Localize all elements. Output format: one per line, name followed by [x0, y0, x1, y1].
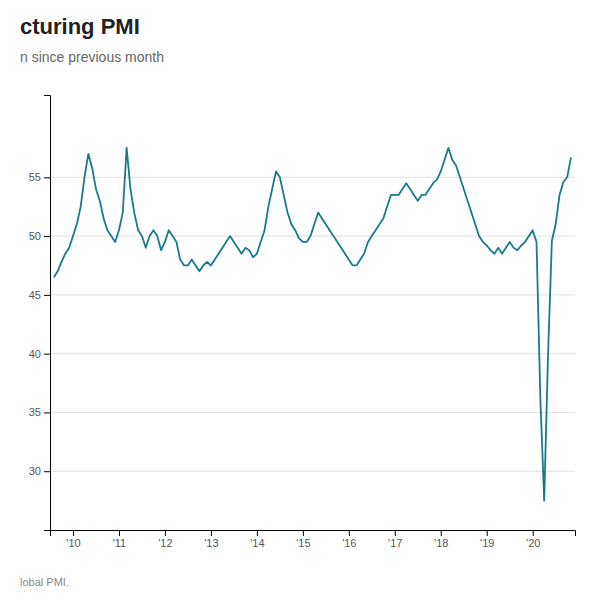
- grid: [50, 177, 575, 471]
- tick: 35: [29, 406, 50, 418]
- tick-label: 55: [29, 171, 41, 183]
- tick-mark: [44, 295, 50, 296]
- chart: cturing PMI n since previous month lobal P…: [0, 0, 600, 600]
- tick: '11: [113, 530, 127, 549]
- tick-label: 35: [29, 406, 41, 418]
- subtitle: n since previous month: [20, 49, 164, 65]
- tick-label: 40: [29, 348, 41, 360]
- tick-mark: [533, 530, 534, 536]
- tick-mark: [44, 177, 50, 178]
- tick-mark: [44, 354, 50, 355]
- tick: 55: [29, 171, 50, 183]
- tick-mark: [349, 530, 350, 536]
- tick: '13: [204, 530, 218, 549]
- tick: '14: [250, 530, 264, 549]
- tick-label: '20: [526, 537, 540, 549]
- tick-label: '11: [113, 537, 127, 549]
- tick: 40: [29, 348, 50, 360]
- tick-mark: [487, 530, 488, 536]
- tick-label: '13: [204, 537, 218, 549]
- tick: 45: [29, 289, 50, 301]
- tick-label: '15: [296, 537, 310, 549]
- marks: [54, 148, 571, 501]
- annotation: lobal PMI.: [20, 576, 69, 588]
- tick: '18: [434, 530, 448, 549]
- title: cturing PMI: [20, 14, 140, 39]
- tick-label: '18: [434, 537, 448, 549]
- tick-mark: [44, 236, 50, 237]
- grid-line: [50, 294, 575, 295]
- grid-line: [50, 471, 575, 472]
- x-axis: '10 '11 '12 '13 '14 '15 '16 '17 '18 '19 '20: [51, 530, 576, 549]
- grid-line: [50, 412, 575, 413]
- tick-mark: [303, 530, 304, 536]
- tick: '10: [66, 530, 80, 549]
- grid-line: [50, 236, 575, 237]
- tick-mark: [395, 530, 396, 536]
- tick: '16: [342, 530, 356, 549]
- tick-mark: [119, 530, 120, 536]
- tick-mark: [44, 471, 50, 472]
- tick: '20: [526, 530, 540, 549]
- tick-mark: [257, 530, 258, 536]
- axis-line: [44, 96, 51, 531]
- plot-area: '10 '11 '12 '13 '14 '15 '16 '17 '18 '19 '20 30 35 40 4…: [29, 96, 576, 549]
- tick-label: '17: [388, 537, 402, 549]
- tick-mark: [73, 530, 74, 536]
- chart-container: cturing PMI n since previous month lobal P…: [0, 0, 600, 600]
- tick: '12: [158, 530, 172, 549]
- tick-label: '16: [342, 537, 356, 549]
- grid-line: [50, 353, 575, 354]
- tick: '15: [296, 530, 310, 549]
- tick-label: '10: [66, 537, 80, 549]
- tick-mark: [165, 530, 166, 536]
- tick: 30: [29, 465, 50, 477]
- tick-label: '12: [158, 537, 172, 549]
- tick-label: '19: [480, 537, 494, 549]
- tick-label: 50: [29, 230, 41, 242]
- tick-mark: [441, 530, 442, 536]
- tick: '17: [388, 530, 402, 549]
- tick-label: 30: [29, 465, 41, 477]
- y-axis: 30 35 40 45 50 55: [29, 96, 51, 531]
- tick-label: '14: [250, 537, 264, 549]
- axis-line: [51, 531, 576, 537]
- tick-mark: [44, 412, 50, 413]
- tick: '19: [480, 530, 494, 549]
- line: [54, 148, 571, 501]
- tick: 50: [29, 230, 50, 242]
- tick-label: 45: [29, 289, 41, 301]
- tick-mark: [211, 530, 212, 536]
